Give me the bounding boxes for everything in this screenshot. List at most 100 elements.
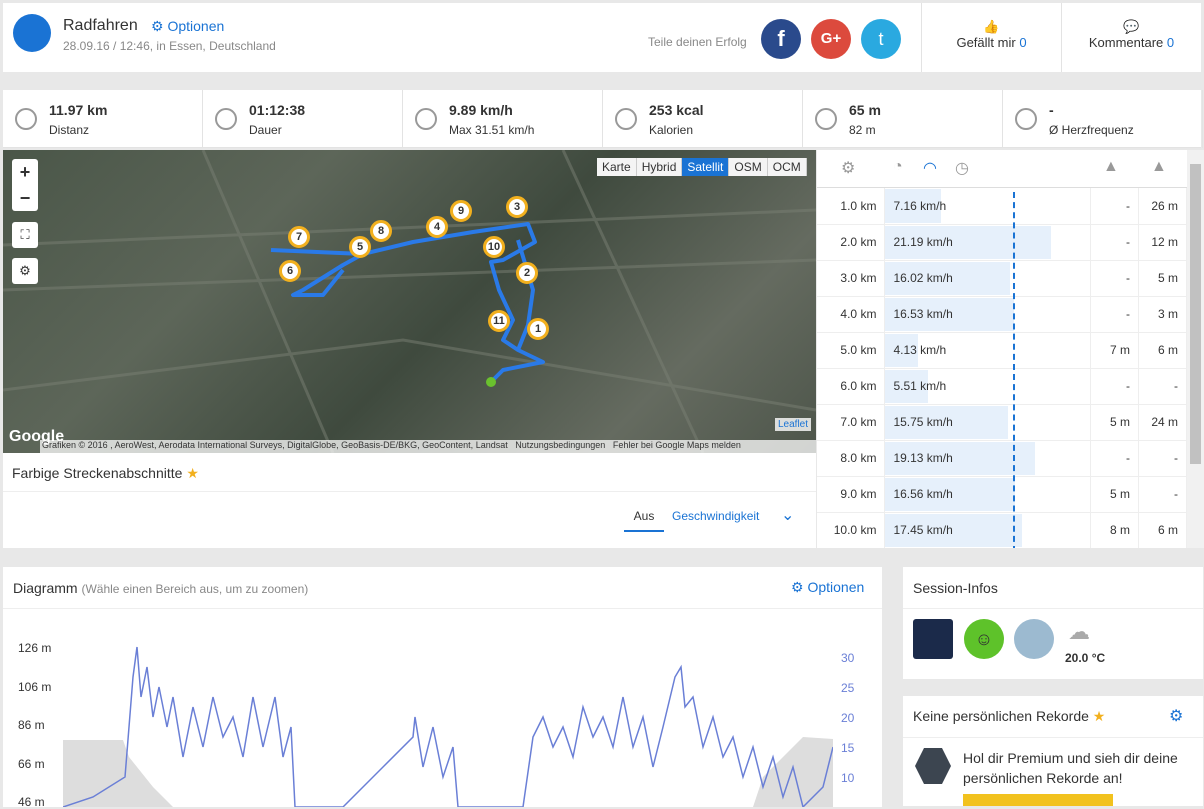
route-marker[interactable]: 10 <box>483 236 505 258</box>
comments-label: Kommentare <box>1088 35 1164 50</box>
attribution-text: Grafiken © 2016 , AeroWest, Aerodata Int… <box>42 440 508 450</box>
split-cell: - <box>1090 368 1140 405</box>
axis-label: 126 m <box>18 641 52 655</box>
diagram-options-text[interactable]: Optionen <box>807 579 865 595</box>
split-speed: 15.75 km/h <box>893 415 953 429</box>
split-row: 9.0 km 16.56 km/h 5 m - <box>817 476 1187 513</box>
speed-bar <box>885 333 918 367</box>
split-cell: 2.0 km <box>817 224 886 261</box>
route-marker[interactable]: 5 <box>349 236 371 258</box>
records-text: Hol dir Premium und sieh dir deine persö… <box>963 750 1178 786</box>
average-line <box>1013 192 1015 548</box>
split-row: 2.0 km 21.19 km/h - 12 m <box>817 224 1187 261</box>
route-marker[interactable]: 3 <box>506 196 528 218</box>
split-text: 5 m <box>1110 415 1131 429</box>
split-speed: 4.13 km/h <box>893 343 947 357</box>
options[interactable]: Optionen <box>167 18 225 34</box>
split-cell: 26 m <box>1138 188 1187 225</box>
tab-off[interactable]: Aus <box>624 509 664 532</box>
stat: - Ø Herzfrequenz <box>1003 90 1203 148</box>
splits-header: ⚙ ◔ ◠ ◷ ▲ ▲ <box>817 150 1187 188</box>
split-cell: 7 m <box>1090 332 1140 369</box>
split-cell: 16.02 km/h <box>884 260 1092 297</box>
google-button[interactable]: G+ <box>811 19 851 59</box>
route-marker[interactable]: 4 <box>426 216 448 238</box>
diagram-options[interactable]: ⚙ Optionen <box>791 579 865 595</box>
split-text: - <box>1126 235 1131 249</box>
settings-button[interactable]: ⚙ <box>12 258 38 284</box>
stat-label: Dauer <box>249 123 282 137</box>
stat: 01:12:38 Dauer <box>203 90 403 148</box>
split-row: 8.0 km 19.13 km/h - - <box>817 440 1187 477</box>
split-cell: 4.13 km/h <box>884 332 1092 369</box>
split-speed: 5.51 km/h <box>893 379 947 393</box>
split-text: 3 m <box>1157 307 1178 321</box>
route-marker[interactable]: 6 <box>279 260 301 282</box>
split-text: 7 m <box>1110 343 1131 357</box>
stat: 253 kcal Kalorien <box>603 90 803 148</box>
session-title: Session-Infos <box>913 580 998 596</box>
map[interactable]: + − ⛶ ⚙ Karte Hybrid Satellit OSM OCM Google … <box>3 150 816 453</box>
split-speed: 16.56 km/h <box>893 487 953 501</box>
split-cell: - <box>1090 224 1140 261</box>
split-row: 4.0 km 16.53 km/h - 3 m <box>817 296 1187 333</box>
axis-label: 66 m <box>18 756 45 771</box>
speed-bar <box>885 369 929 403</box>
route-marker[interactable]: 11 <box>488 310 510 332</box>
layer-button[interactable]: Karte <box>597 158 637 176</box>
layer-switcher[interactable]: Karte Hybrid Satellit OSM OCM <box>597 158 807 176</box>
layer-button[interactable]: OCM <box>767 158 807 176</box>
split-cell: 3 m <box>1138 296 1187 333</box>
like-button[interactable]: 👍 Gefällt mir 0 <box>921 3 1061 72</box>
axis-label: 25 <box>841 681 855 695</box>
stat-icon <box>815 108 837 130</box>
stat-icon <box>1015 108 1037 130</box>
split-cell: 8.0 km <box>817 440 886 477</box>
records-panel: Keine persönlichen Rekorde ★ ⚙ Hol dir P… <box>903 696 1203 806</box>
premium-button[interactable] <box>963 794 1113 806</box>
split-text: 5 m <box>1110 487 1131 501</box>
tab-speed[interactable]: Geschwindigkeit <box>672 509 760 523</box>
split-text: - <box>1126 198 1131 213</box>
leaflet-link[interactable]: Leaflet <box>775 418 812 431</box>
split-cell: - <box>1090 296 1140 333</box>
layer-button[interactable]: Hybrid <box>636 158 683 176</box>
activity: Radfahren <box>63 17 138 34</box>
divider <box>903 737 1203 738</box>
weather-icon: ☁ <box>1068 619 1090 644</box>
route-marker[interactable]: 2 <box>516 262 538 284</box>
axis-label: 106 m <box>18 679 52 694</box>
like-count: 0 <box>1019 35 1027 50</box>
split-cell: - <box>1090 260 1140 297</box>
records-settings[interactable]: ⚙ <box>1169 708 1184 725</box>
dropdown-arrow[interactable]: ⌄ <box>781 507 795 524</box>
scrollbar[interactable] <box>1187 150 1204 548</box>
app-icon <box>913 619 953 659</box>
split-cell: 7.16 km/h <box>884 188 1092 225</box>
segments-panel: Farbige Streckenabschnitte ★ Aus Geschwi… <box>3 453 816 548</box>
split-cell: 5.0 km <box>817 332 886 369</box>
activity-icon <box>13 14 51 52</box>
comments-button[interactable]: 💬 Kommentare 0 <box>1061 3 1201 72</box>
fullscreen-button[interactable]: ⛶ <box>12 222 38 248</box>
split-cell: 15.75 km/h <box>884 404 1092 441</box>
divider <box>3 491 816 492</box>
route-marker[interactable]: 8 <box>370 220 392 242</box>
speed-bar <box>885 261 1011 295</box>
route-marker[interactable]: 1 <box>527 318 549 340</box>
speed-bar <box>885 513 1022 547</box>
split-speed: 16.53 km/h <box>893 307 953 321</box>
split-cell: 17.45 km/h <box>884 512 1092 548</box>
facebook-button[interactable]: f <box>761 19 801 59</box>
route-marker[interactable]: 7 <box>288 226 310 248</box>
report[interactable]: Fehler bei Google Maps melden <box>612 440 741 450</box>
split-row: 6.0 km 5.51 km/h - - <box>817 368 1187 405</box>
zoom-controls[interactable]: + − <box>12 159 38 211</box>
layer-button[interactable]: Satellit <box>682 158 730 176</box>
options-link[interactable]: ⚙ Optionen <box>151 18 225 34</box>
layer-button[interactable]: OSM <box>729 158 768 176</box>
route-marker[interactable]: 9 <box>450 200 472 222</box>
terms[interactable]: Nutzungsbedingungen <box>515 440 606 450</box>
split-cell: 6 m <box>1138 332 1187 369</box>
twitter-button[interactable]: t <box>861 19 901 59</box>
